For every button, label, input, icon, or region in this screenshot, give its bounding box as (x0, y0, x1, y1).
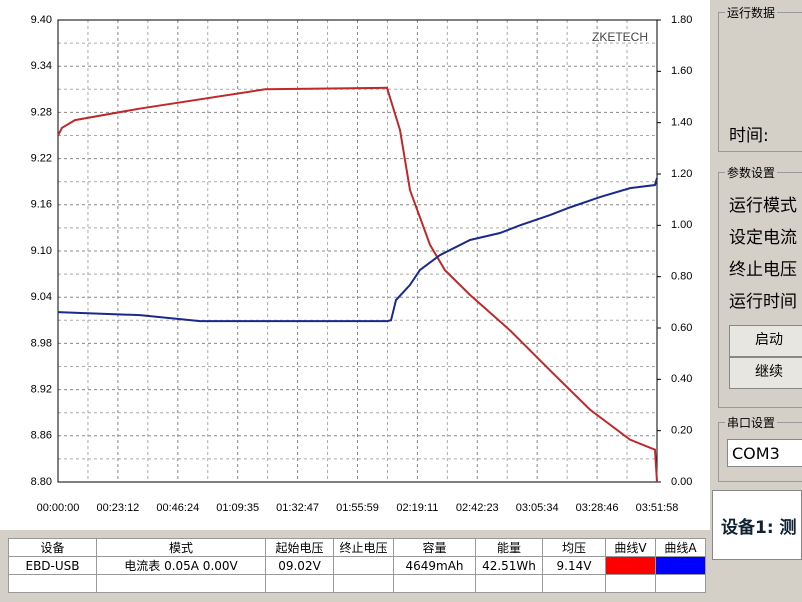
y2-tick-label: 0.40 (671, 373, 692, 385)
x-tick-label: 01:55:59 (336, 502, 379, 514)
port-select[interactable]: COM3 (727, 439, 802, 467)
param-group: 参数设置 运行模式 设定电流 终止电压 运行时间 启动 继续 (718, 164, 802, 408)
y2-tick-label: 0.80 (671, 271, 692, 283)
continue-button[interactable]: 继续 (729, 357, 802, 389)
series-line (57, 86, 658, 483)
table-cell: EBD-USB (8, 556, 97, 575)
run-data-group: 运行数据 时间: (718, 4, 802, 152)
param-item: 运行时间 (729, 292, 797, 312)
y2-tick-label: 0.60 (671, 322, 692, 334)
y-tick-label: 9.22 (31, 153, 52, 165)
group-title: 运行数据 (725, 4, 778, 21)
y2-tick-label: 0.20 (671, 425, 692, 437)
y-tick-label: 9.04 (31, 291, 52, 303)
column-header: 均压 (542, 538, 606, 557)
curve-color (655, 556, 706, 575)
y2-tick-label: 1.20 (671, 168, 692, 180)
column-header: 曲线V (605, 538, 656, 557)
y-tick-label: 8.98 (31, 337, 52, 349)
table-cell: 9.14V (542, 556, 606, 575)
column-header: 起始电压 (265, 538, 334, 557)
table-cell: 09.02V (265, 556, 334, 575)
param-item: 设定电流 (729, 228, 797, 248)
watermark: ZKETECH (592, 30, 648, 44)
x-tick-label: 03:28:46 (576, 502, 619, 514)
group-title: 参数设置 (725, 164, 778, 181)
param-item: 终止电压 (729, 260, 797, 280)
x-tick-label: 01:09:35 (216, 502, 259, 514)
y-tick-label: 8.80 (31, 476, 52, 488)
x-tick-label: 02:42:23 (456, 502, 499, 514)
start-button[interactable]: 启动 (729, 325, 802, 357)
y-tick-label: 9.28 (31, 106, 52, 118)
x-tick-label: 03:51:58 (636, 502, 679, 514)
x-tick-label: 00:46:24 (156, 502, 199, 514)
y2-tick-label: 1.60 (671, 65, 692, 77)
column-header: 设备 (8, 538, 97, 557)
x-tick-label: 00:23:12 (96, 502, 139, 514)
result-table: 设备 模式 起始电压 终止电压 容量 能量 均压 曲线V 曲线A EBD-USB 电流表 0.05A… (8, 538, 706, 593)
y2-tick-label: 0.00 (671, 476, 692, 488)
side-panel: 运行数据 时间: 参数设置 运行模式 设定电流 终止电压 运行时间 启动 继续 … (712, 0, 802, 490)
group-title: 串口设置 (725, 414, 778, 431)
y-tick-label: 8.92 (31, 384, 52, 396)
serial-group: 串口设置 COM3 (718, 414, 802, 482)
column-header: 终止电压 (333, 538, 394, 557)
chart: ZKETECH 8.80 8.86 8.92 8.98 9.04 9.10 9.16 9.22… (0, 0, 710, 530)
table-cell: 4649mAh (393, 556, 476, 575)
column-header: 能量 (475, 538, 543, 557)
y-tick-label: 9.16 (31, 199, 52, 211)
column-header: 容量 (393, 538, 476, 557)
series-line (57, 177, 658, 323)
x-tick-label: 00:00:00 (37, 502, 80, 514)
plot-frame (57, 19, 658, 483)
table-cell (333, 556, 394, 575)
y2-tick-label: 1.00 (671, 219, 692, 231)
table-cell: 42.51Wh (475, 556, 543, 575)
device-box: 设备1: 测 (712, 490, 802, 560)
column-header: 模式 (96, 538, 266, 557)
y2-tick-label: 1.80 (671, 14, 692, 26)
x-tick-label: 02:19:11 (396, 502, 438, 514)
y-tick-label: 9.34 (31, 60, 52, 72)
time-label: 时间: (729, 126, 769, 146)
y-tick-label: 9.10 (31, 245, 52, 257)
column-header: 曲线A (655, 538, 706, 557)
curve-color (605, 556, 656, 575)
x-tick-label: 03:05:34 (516, 502, 559, 514)
table-cell: 电流表 0.05A 0.00V (96, 556, 266, 575)
y-tick-label: 8.86 (31, 430, 52, 442)
device-label: 设备1: 测 (721, 518, 797, 538)
y2-tick-label: 1.40 (671, 117, 692, 129)
y-tick-label: 9.40 (31, 14, 52, 26)
param-item: 运行模式 (729, 196, 797, 216)
x-tick-label: 01:32:47 (276, 502, 319, 514)
